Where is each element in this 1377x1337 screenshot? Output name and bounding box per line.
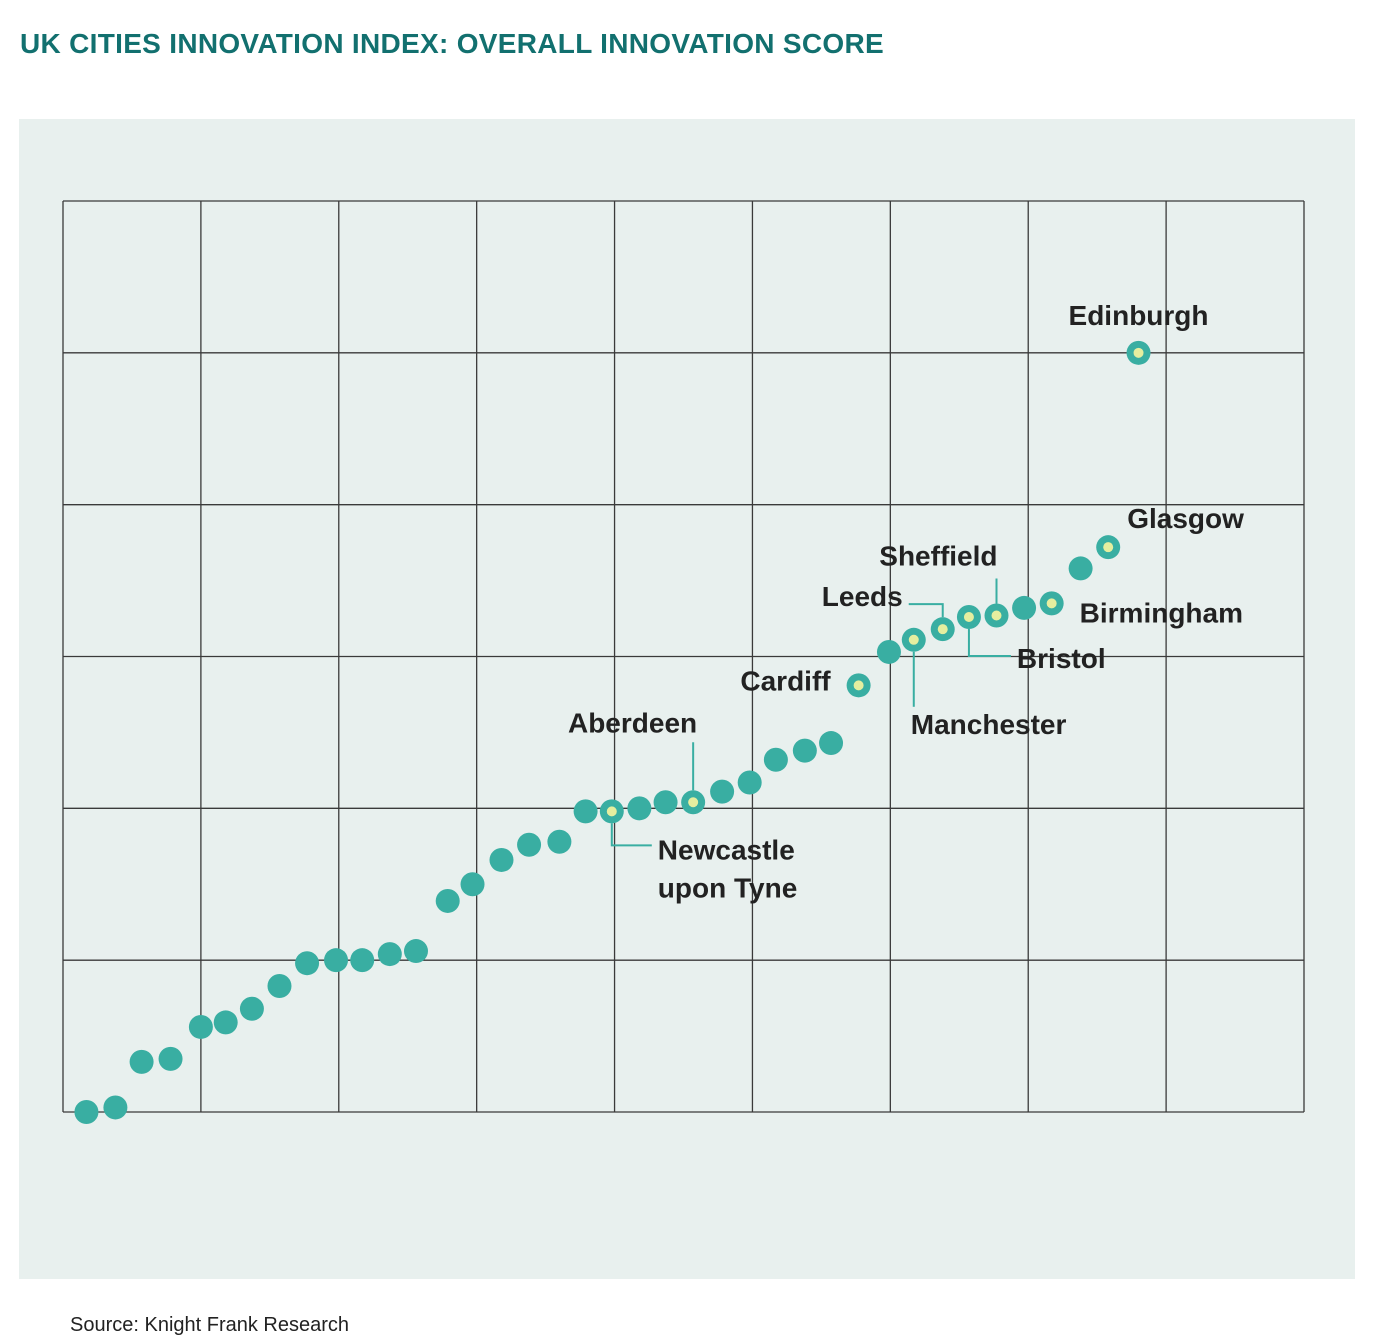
data-point [103, 1095, 128, 1120]
data-point [627, 796, 652, 821]
data-point [547, 829, 572, 854]
data-point [377, 942, 402, 967]
data-point [350, 948, 375, 973]
data-label-line: upon Tyne [658, 872, 797, 903]
leader-line [610, 823, 652, 847]
data-point-highlight [1103, 542, 1114, 553]
leader-line [967, 629, 1011, 658]
leader-line [908, 603, 944, 618]
data-point [74, 1100, 99, 1124]
data-point [295, 951, 320, 976]
data-points [74, 340, 1151, 1124]
data-point [876, 639, 901, 664]
data-label: Edinburgh [1069, 300, 1209, 331]
data-point-highlight [963, 612, 974, 623]
data-point [267, 973, 292, 998]
data-label: Birmingham [1080, 597, 1243, 628]
data-point [239, 996, 264, 1021]
data-point-highlight [688, 797, 699, 808]
grid [62, 200, 1305, 1113]
data-point [517, 832, 542, 857]
data-point [710, 779, 735, 804]
data-point [188, 1014, 213, 1039]
data-label: Bristol [1017, 643, 1106, 674]
data-point [653, 790, 678, 815]
data-point [158, 1046, 183, 1071]
data-point-highlight [853, 680, 864, 691]
data-point-highlight [937, 624, 948, 635]
data-point [763, 747, 788, 772]
data-point-highlight [1133, 347, 1144, 358]
data-point [403, 939, 428, 964]
data-label: Manchester [911, 709, 1067, 740]
chart-panel: Newcastle upon Tyne Aberdeen Cardiff Manches… [19, 119, 1355, 1336]
data-point [213, 1010, 238, 1035]
data-point [819, 731, 844, 756]
data-label: Aberdeen [568, 707, 697, 738]
data-point [324, 948, 349, 973]
data-point-highlight [606, 806, 617, 817]
data-point-highlight [908, 634, 919, 645]
source-note: Source: Knight Frank Research [70, 1314, 350, 1336]
data-label: Leeds [822, 581, 903, 612]
data-label: Cardiff [740, 665, 831, 696]
data-point [573, 799, 598, 824]
data-point [737, 770, 762, 795]
data-point-highlight [991, 610, 1002, 621]
data-point [129, 1049, 154, 1074]
data-point [1068, 556, 1093, 581]
data-point [792, 738, 817, 763]
data-label: Glasgow [1127, 503, 1244, 534]
data-point [1012, 595, 1037, 620]
data-label: Sheffield [879, 541, 997, 572]
data-label: Newcastle upon Tyne [658, 834, 797, 903]
data-point [435, 888, 460, 913]
chart-title: UK CITIES INNOVATION INDEX: OVERALL INNO… [20, 28, 884, 59]
leader-lines [610, 578, 1011, 847]
scatter-chart: Newcastle upon Tyne Aberdeen Cardiff Manches… [62, 200, 1305, 1124]
data-point-highlight [1046, 598, 1057, 609]
data-point [489, 847, 514, 872]
point-labels: Newcastle upon Tyne Aberdeen Cardiff Manches… [568, 300, 1244, 904]
data-label-line: Newcastle [658, 834, 795, 865]
data-point [460, 872, 485, 897]
